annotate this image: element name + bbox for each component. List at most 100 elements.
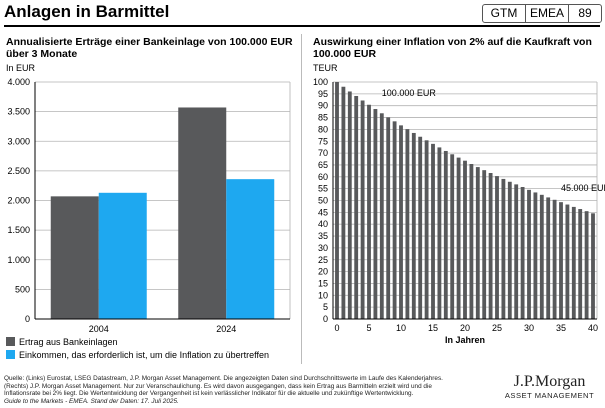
y-tick-label: 20 (318, 267, 328, 277)
bar-year-8 (386, 117, 391, 319)
bar-year-3 (354, 95, 359, 319)
y-tick-label: 50 (318, 196, 328, 206)
bar-2004-inflation (98, 192, 147, 319)
bar-2004-bank (50, 196, 99, 319)
x-tick-label: 10 (396, 323, 406, 333)
y-tick-label: 0 (323, 314, 328, 324)
y-tick-label: 2.500 (7, 166, 30, 176)
y-tick-label: 75 (318, 136, 328, 146)
bar-year-37 (571, 206, 576, 319)
legend-item-inflation: Einkommen, das erforderlich ist, um die … (6, 349, 269, 361)
left-chart-title: Annualisierte Erträge einer Bankeinlage … (6, 36, 293, 60)
y-tick-label: 5 (323, 302, 328, 312)
y-tick-label: 25 (318, 255, 328, 265)
y-tick-label: 3.000 (7, 136, 30, 146)
left-chart-unit: In EUR (6, 63, 36, 73)
bar-year-39 (584, 211, 589, 319)
x-tick-label: 40 (588, 323, 598, 333)
x-tick-label: 2024 (216, 324, 236, 334)
x-tick-label: 2004 (89, 324, 109, 334)
y-tick-label: 40 (318, 219, 328, 229)
panel-divider (301, 34, 302, 364)
bar-year-16 (437, 147, 442, 319)
bar-2024-bank (178, 107, 227, 319)
left-chart: 0 500 1.000 1.500 2.000 2.500 3.000 3.500 4.000 2… (7, 77, 291, 334)
y-tick-label: 1.500 (7, 225, 30, 235)
annotation-label-1: 45.000 EUR (561, 183, 605, 193)
y-tick-label: 3.500 (7, 107, 30, 117)
legend-swatch-inflation (6, 350, 15, 359)
y-tick-label: 1.000 (7, 255, 30, 265)
bar-year-26 (501, 178, 506, 319)
bar-year-18 (450, 154, 455, 319)
x-tick-label: 15 (428, 323, 438, 333)
footnote-line-1: Quelle: (Links) Eurostat, LSEG Datastrea… (4, 375, 443, 382)
bar-year-33 (546, 197, 551, 319)
logo-name: J.P.Morgan (513, 373, 586, 390)
y-tick-label: 80 (318, 124, 328, 134)
bar-year-10 (399, 125, 403, 319)
y-tick-label: 45 (318, 207, 328, 217)
bar-year-22 (475, 167, 480, 319)
y-tick-label: 2.000 (7, 196, 30, 206)
y-tick-label: 0 (25, 314, 30, 324)
bar-year-34 (552, 199, 557, 319)
bar-year-13 (418, 136, 423, 319)
bar-year-4 (360, 100, 365, 320)
bar-year-9 (392, 121, 397, 319)
y-tick-label: 55 (318, 184, 328, 194)
x-tick-label: 0 (334, 323, 339, 333)
bar-year-1 (341, 86, 346, 320)
x-tick-label: 25 (492, 323, 502, 333)
footnote: Quelle: (Links) Eurostat, LSEG Datastrea… (4, 375, 494, 405)
right-chart-title-line-1: Auswirkung einer Inflation von 2% auf di… (313, 36, 592, 48)
left-chart-title-line-2: über 3 Monate (6, 48, 78, 60)
bar-year-15 (431, 143, 435, 319)
header-rule (4, 25, 600, 27)
bar-year-23 (482, 170, 487, 319)
x-tick-label: 5 (366, 323, 371, 333)
bar-year-30 (527, 189, 531, 319)
x-tick-label: 30 (524, 323, 534, 333)
y-tick-label: 100 (313, 77, 328, 87)
right-chart-unit: TEUR (313, 63, 338, 73)
y-tick-label: 500 (15, 284, 30, 294)
right-chart-title-line-2: 100.000 EUR (313, 48, 377, 60)
y-tick-label: 90 (318, 101, 328, 111)
bar-year-36 (565, 204, 570, 319)
bar-2024-inflation (226, 179, 275, 319)
legend-label-inflation: Einkommen, das erforderlich ist, um die … (19, 350, 269, 360)
y-tick-label: 10 (318, 290, 328, 300)
x-axis-label: In Jahren (445, 335, 485, 345)
footnote-line-2: (Rechts) J.P. Morgan Asset Management. N… (4, 382, 432, 390)
bar-year-29 (520, 186, 525, 319)
left-chart-title-line-1: Annualisierte Erträge einer Bankeinlage … (6, 36, 293, 48)
tag-page-number: 89 (568, 4, 602, 23)
page-title: Anlagen in Barmittel (4, 2, 170, 21)
y-tick-label: 4.000 (7, 77, 30, 87)
legend-swatch-bank (6, 337, 15, 346)
right-chart: 0510152025303540455055606570758085909510… (313, 77, 605, 345)
bar-year-2 (347, 91, 352, 319)
footnote-line-3: Inflationsrate bei 2% liegt. Die Wertent… (4, 390, 414, 398)
bar-year-27 (507, 181, 512, 319)
logo-subtitle: ASSET MANAGEMENT (504, 391, 595, 400)
y-tick-label: 30 (318, 243, 328, 253)
bar-year-5 (367, 104, 371, 319)
bar-year-7 (379, 113, 384, 319)
legend-label-bank: Ertrag aus Bankeinlagen (19, 337, 118, 347)
bar-year-40 (591, 213, 595, 319)
bar-year-21 (469, 164, 474, 319)
tag-gtm: GTM (482, 4, 526, 23)
bar-year-0 (335, 82, 339, 319)
bar-year-6 (373, 109, 378, 319)
bar-year-31 (533, 192, 538, 319)
bar-year-14 (424, 140, 429, 319)
y-tick-label: 15 (318, 278, 328, 288)
right-chart-title: Auswirkung einer Inflation von 2% auf di… (313, 36, 592, 60)
bar-year-32 (539, 194, 544, 319)
footnote-line-4: Guide to the Markets - EMEA. Stand der D… (4, 397, 179, 405)
bar-year-11 (405, 129, 410, 319)
annotation-label-0: 100.000 EUR (382, 88, 437, 98)
y-tick-label: 60 (318, 172, 328, 182)
